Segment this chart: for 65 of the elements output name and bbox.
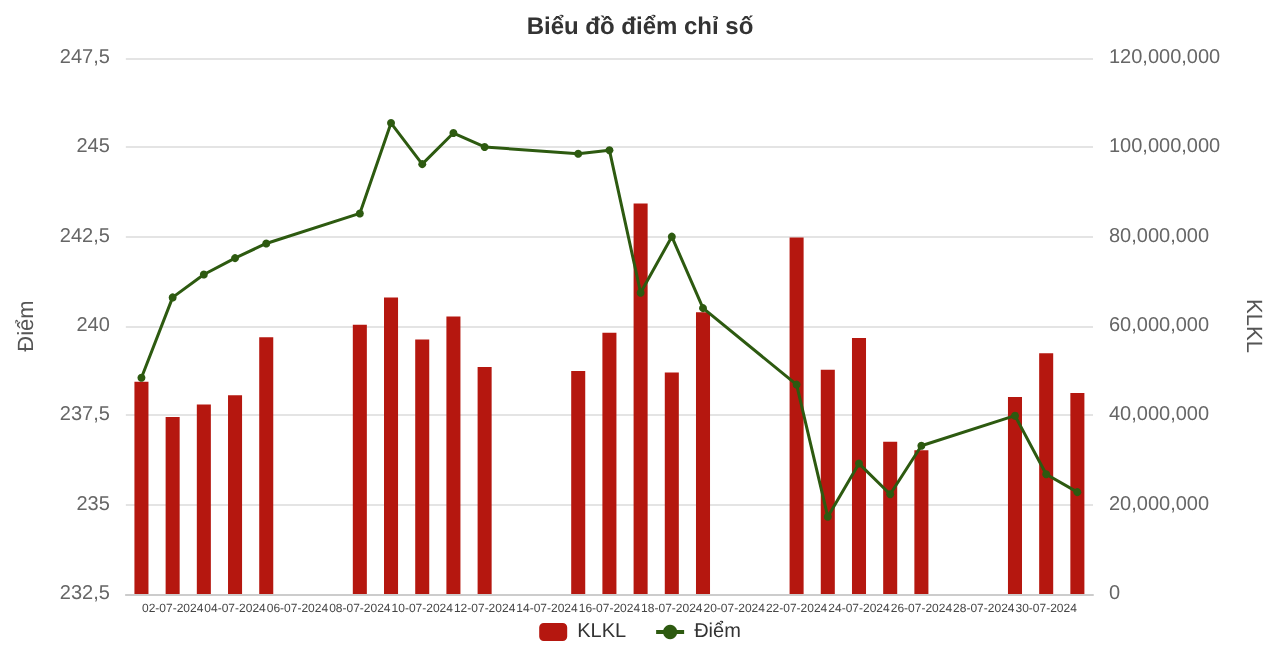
y-tick-label: 242,5 — [59, 225, 111, 248]
y-tick-label: 247,5 — [59, 47, 111, 69]
point — [886, 490, 895, 499]
point — [137, 373, 146, 382]
point — [387, 119, 396, 128]
bar — [571, 371, 586, 594]
point — [699, 304, 708, 313]
bar — [1070, 393, 1085, 594]
y-tick-label: 237,5 — [59, 404, 111, 427]
bar — [415, 339, 430, 594]
point — [1073, 488, 1082, 497]
point — [231, 254, 240, 263]
point — [449, 129, 458, 138]
bar — [851, 338, 867, 594]
y2-tick-label: 120,000,000 — [1108, 47, 1222, 69]
bar — [602, 332, 617, 594]
y2-tick-label: 40,000,000 — [1108, 404, 1210, 427]
bar — [1007, 397, 1022, 594]
bar — [196, 404, 211, 594]
point — [605, 146, 614, 155]
point — [636, 288, 645, 297]
legend-label: Điểm — [694, 619, 741, 643]
y2-tick-label: 60,000,000 — [1108, 315, 1210, 337]
point — [480, 142, 489, 151]
y-tick-label: 232,5 — [59, 583, 111, 605]
bar — [446, 316, 461, 594]
point — [355, 209, 364, 218]
y2-tick-label: 100,000,000 — [1108, 136, 1222, 159]
bar — [883, 441, 898, 594]
y-tick-label: 235 — [76, 493, 111, 516]
point — [792, 380, 801, 389]
y-tick-label: 240 — [76, 315, 111, 337]
y-axis-title: Điểm — [15, 300, 39, 352]
bar — [228, 395, 243, 594]
point — [262, 239, 271, 248]
bar — [820, 369, 835, 594]
y2-axis-title: KLKL — [1241, 299, 1265, 353]
point — [1010, 411, 1019, 420]
chart-title: Biểu đồ điểm chỉ số — [526, 12, 754, 40]
bar — [789, 237, 804, 594]
bar — [914, 450, 929, 594]
point — [199, 270, 208, 279]
y-tick-label: 245 — [76, 136, 111, 159]
bar — [1039, 353, 1054, 594]
bar — [384, 297, 399, 594]
point — [667, 232, 676, 241]
point — [418, 160, 427, 169]
y2-tick-label: 80,000,000 — [1108, 225, 1210, 248]
point — [917, 441, 926, 450]
bar — [352, 324, 367, 594]
bar — [664, 372, 679, 594]
bar — [165, 417, 180, 594]
point — [168, 293, 177, 302]
bar — [134, 381, 149, 594]
point — [823, 512, 832, 521]
bar — [259, 337, 274, 594]
bar — [695, 312, 711, 594]
bar — [477, 367, 492, 594]
y2-tick-label: 20,000,000 — [1108, 493, 1210, 516]
legend-label: KLKL — [577, 621, 627, 643]
y2-tick-label: 0 — [1108, 583, 1121, 605]
point — [855, 459, 863, 468]
bar — [633, 203, 648, 594]
point — [1042, 470, 1051, 479]
point — [574, 149, 583, 158]
